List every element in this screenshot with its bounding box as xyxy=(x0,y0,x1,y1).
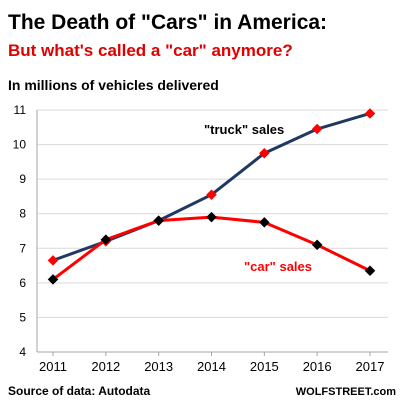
x-tick-labels: 2011 2012 2013 2014 2015 2016 2017 xyxy=(39,359,384,374)
car-series-label: "car" sales xyxy=(244,259,312,274)
x-tick-2011: 2011 xyxy=(39,359,67,374)
y-tick-11: 11 xyxy=(14,103,27,117)
source-note: Source of data: Autodata xyxy=(8,384,151,398)
marker-car-2011 xyxy=(47,274,59,285)
x-tick-2016: 2016 xyxy=(303,359,332,374)
truck-series-label: "truck" sales xyxy=(204,122,284,137)
marker-car-2013 xyxy=(153,215,165,226)
x-tick-2013: 2013 xyxy=(144,359,173,374)
marker-truck-2015 xyxy=(258,147,270,159)
marker-truck-2014 xyxy=(206,189,217,201)
chart-title: The Death of "Cars" in America: xyxy=(8,11,327,34)
y-tick-5: 5 xyxy=(19,310,26,324)
y-tick-labels: 4 5 6 7 8 9 10 11 xyxy=(13,103,27,359)
markers xyxy=(47,108,376,285)
y-tick-9: 9 xyxy=(19,172,26,186)
marker-truck-2011 xyxy=(47,255,59,266)
brand-watermark: WOLFSTREET.com xyxy=(296,386,396,398)
marker-car-2012 xyxy=(100,234,112,245)
chart-subtitle: But what's called a "car" anymore? xyxy=(8,41,293,60)
x-tick-2015: 2015 xyxy=(250,359,279,374)
y-tick-7: 7 xyxy=(19,241,26,255)
y-tick-6: 6 xyxy=(19,276,26,290)
y-axis-unit-label: In millions of vehicles delivered xyxy=(8,77,219,93)
x-tick-2014: 2014 xyxy=(197,359,226,374)
x-tick-2017: 2017 xyxy=(356,359,385,374)
y-tick-8: 8 xyxy=(19,207,26,221)
marker-car-2017 xyxy=(364,265,376,277)
marker-truck-2017 xyxy=(364,108,376,119)
x-tick-2012: 2012 xyxy=(91,359,120,374)
y-tick-4: 4 xyxy=(19,345,26,359)
axes xyxy=(36,110,388,356)
y-tick-10: 10 xyxy=(13,138,27,152)
marker-truck-2016 xyxy=(311,123,323,135)
marker-car-2014 xyxy=(206,211,217,223)
marker-car-2015 xyxy=(258,217,270,228)
marker-car-2016 xyxy=(311,239,323,251)
